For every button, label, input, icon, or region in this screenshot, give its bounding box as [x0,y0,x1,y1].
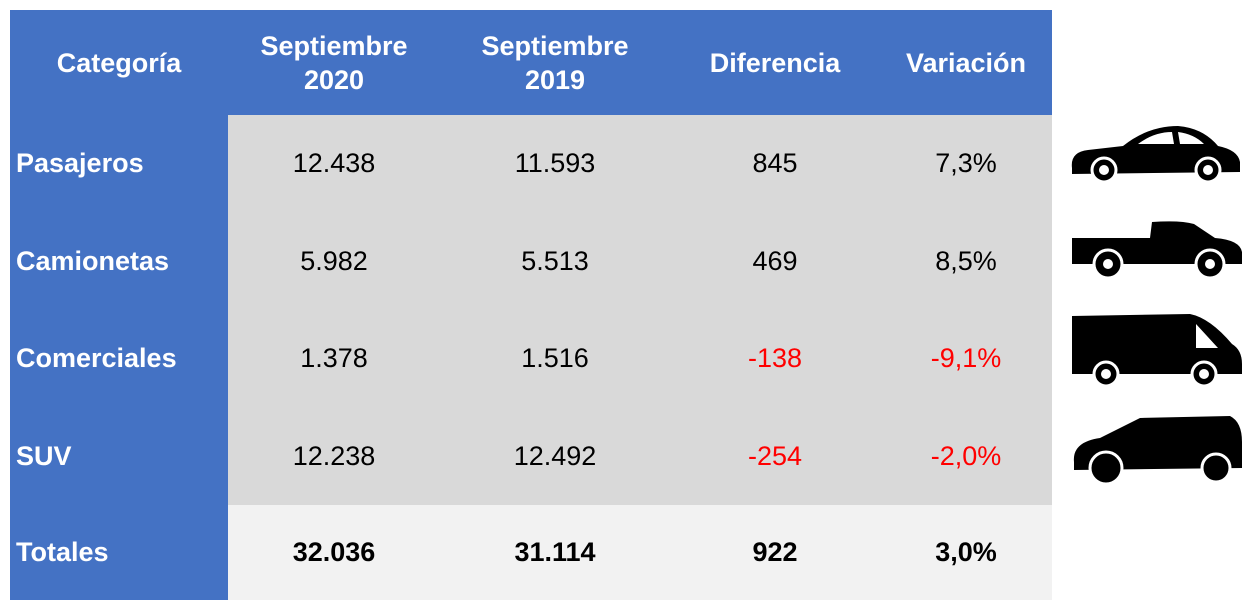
header-cell: Categoría [10,10,228,115]
cell: 31.114 [440,505,670,600]
cell: -138 [670,310,880,408]
cell: -2,0% [880,407,1052,505]
cell: 11.593 [440,115,670,213]
category-cell: Camionetas [10,212,228,310]
cell: 32.036 [228,505,440,600]
cell: 845 [670,115,880,213]
row: SUV 12.238 12.492 -254 -2,0% [10,407,1052,505]
cell: 8,5% [880,212,1052,310]
cell: 922 [670,505,880,600]
category-cell: Pasajeros [10,115,228,213]
cell: -9,1% [880,310,1052,408]
row: Pasajeros 12.438 11.593 845 7,3% [10,115,1052,213]
category-cell: Comerciales [10,310,228,408]
sales-table: Categoría Septiembre 2020 Septiembre 201… [10,10,1052,600]
header-cell: Septiembre 2019 [440,10,670,115]
category-cell: Totales [10,505,228,600]
cell: 3,0% [880,505,1052,600]
cell: -254 [670,407,880,505]
sedan-icon [1071,126,1240,184]
cell: 12.238 [228,407,440,505]
header-row: Categoría Septiembre 2020 Septiembre 201… [10,10,1052,115]
row: Comerciales 1.378 1.516 -138 -9,1% [10,310,1052,408]
cell: 1.516 [440,310,670,408]
header-cell: Diferencia [670,10,880,115]
cell: 5.513 [440,212,670,310]
van-icon [1072,314,1242,388]
cell: 12.438 [228,115,440,213]
row: Camionetas 5.982 5.513 469 8,5% [10,212,1052,310]
cell: 5.982 [228,212,440,310]
totals-row: Totales 32.036 31.114 922 3,0% [10,505,1052,600]
header-cell: Variación [880,10,1052,115]
cell: 1.378 [228,310,440,408]
cell: 12.492 [440,407,670,505]
cell: 7,3% [880,115,1052,213]
cell: 469 [670,212,880,310]
category-cell: SUV [10,407,228,505]
suv-icon [1073,416,1242,486]
pickup-icon [1072,221,1242,280]
header-cell: Septiembre 2020 [228,10,440,115]
